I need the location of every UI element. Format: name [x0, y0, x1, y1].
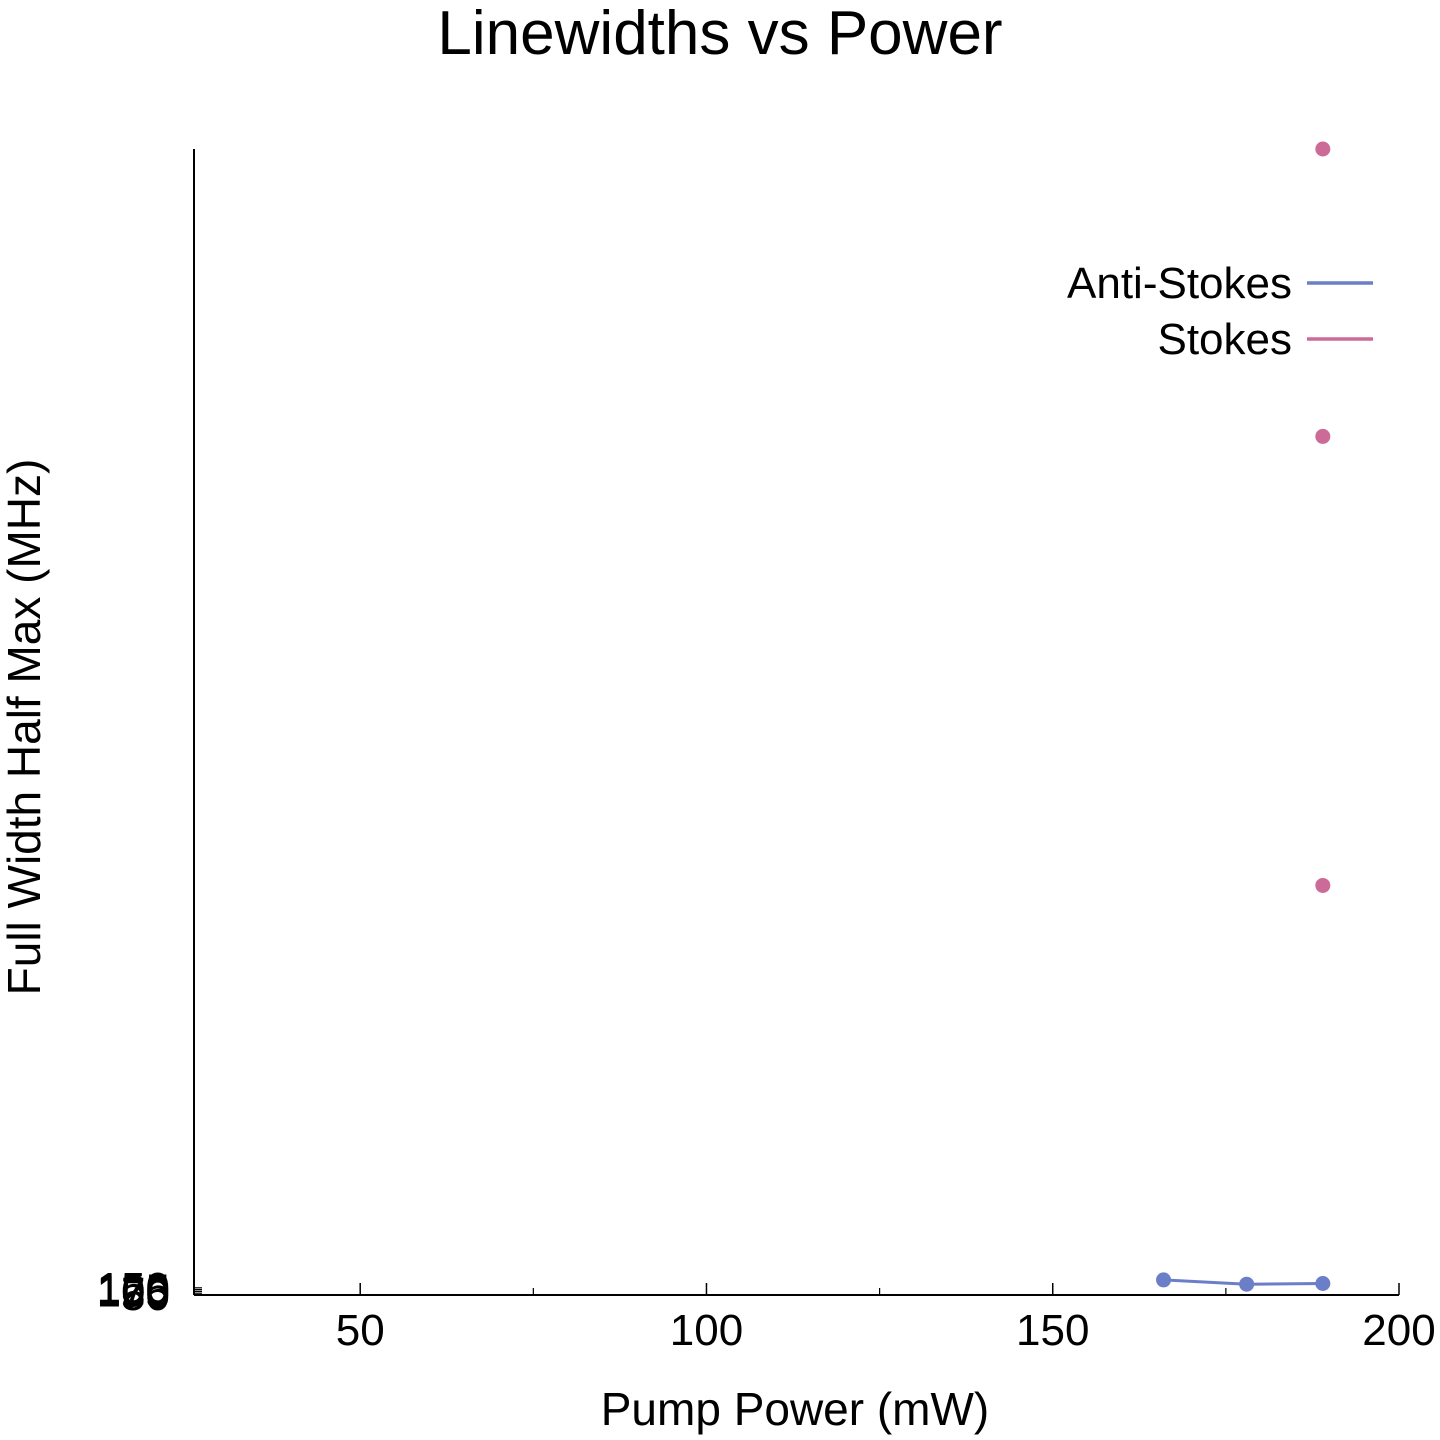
legend-label: Stokes — [1157, 315, 1292, 364]
y-tick-label: 125 — [97, 1266, 170, 1315]
chart-title: Linewidths vs Power — [437, 0, 1002, 68]
x-ticks: 50 100 150 200 — [336, 1283, 1436, 1355]
data-point — [1315, 428, 1331, 444]
x-tick-label: 50 — [336, 1306, 385, 1355]
data-point — [1315, 877, 1331, 893]
legend: Anti-Stokes Stokes — [1067, 259, 1373, 364]
data-point — [1315, 141, 1331, 157]
x-tick-label: 200 — [1362, 1306, 1435, 1355]
data-point — [1156, 1272, 1172, 1288]
series-layer — [1156, 141, 1331, 1292]
y-tick-label: 50 — [121, 1271, 170, 1320]
y-axis-label: Full Width Half Max (MHz) — [0, 459, 50, 996]
x-tick-label: 100 — [670, 1306, 743, 1355]
y-tick-label: 100 — [97, 1267, 170, 1316]
y-tick-label: 150 — [97, 1264, 170, 1313]
data-point — [1239, 1276, 1255, 1292]
x-axis-label: Pump Power (mW) — [601, 1383, 989, 1435]
data-point — [1315, 1276, 1331, 1292]
legend-label: Anti-Stokes — [1067, 259, 1292, 308]
x-tick-label: 150 — [1016, 1306, 1089, 1355]
y-tick-label: 75 — [121, 1269, 170, 1318]
